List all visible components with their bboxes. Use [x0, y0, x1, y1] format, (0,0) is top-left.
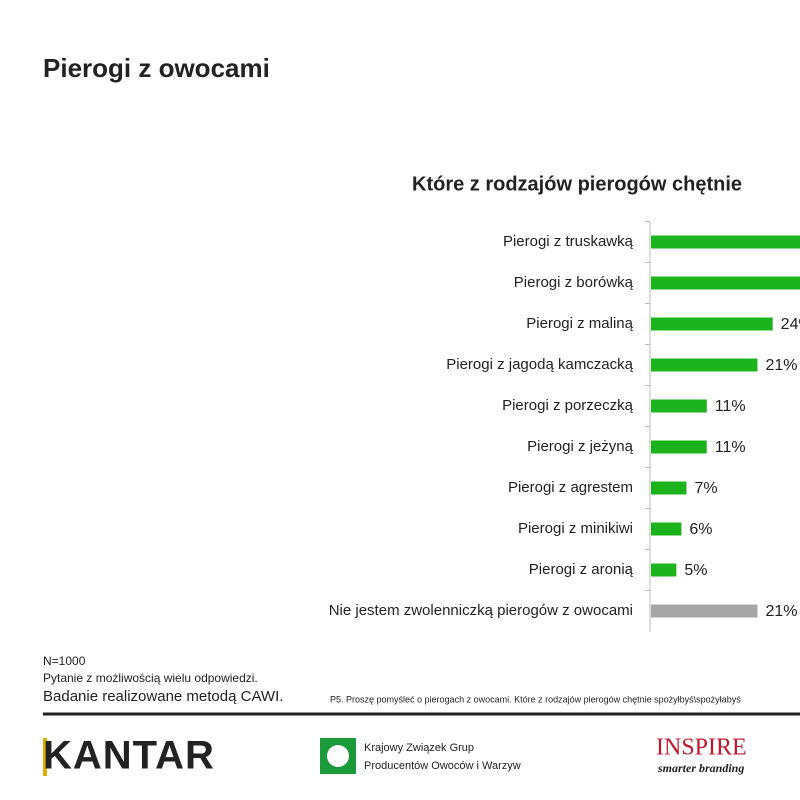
category-label: Pierogi z maliną: [526, 315, 633, 332]
category-label: Pierogi z truskawką: [503, 233, 634, 250]
kzgp-line1: Krajowy Związek Grup: [364, 742, 474, 754]
value-label: 6%: [689, 521, 712, 538]
bar: [651, 604, 758, 618]
category-label: Pierogi z aronią: [529, 561, 634, 578]
bar: [651, 440, 707, 454]
inspire-logo: INSPIRE: [656, 735, 747, 761]
kantar-accent: [43, 738, 47, 776]
category-label: Pierogi z agrestem: [508, 479, 633, 496]
value-label: 11%: [715, 439, 746, 456]
bar: [651, 522, 682, 536]
value-label: 5%: [684, 562, 707, 579]
kzgp-line2: Producentów Owoców i Warzyw: [364, 760, 521, 772]
bar: [651, 563, 677, 577]
category-label: Pierogi z jeżyną: [527, 438, 634, 455]
bar: [651, 317, 773, 331]
category-label: Nie jestem zwolenniczką pierogów z owoca…: [329, 602, 633, 619]
category-label: Pierogi z borówką: [514, 274, 634, 291]
bar: [651, 481, 687, 495]
value-label: 11%: [715, 398, 746, 415]
category-label: Pierogi z porzeczką: [502, 397, 634, 414]
note: Pytanie z możliwością wielu odpowiedzi.: [43, 671, 258, 685]
value-label: 24%: [781, 316, 800, 333]
page-title: Pierogi z owocami: [43, 53, 270, 83]
category-label: Pierogi z jagodą kamczacką: [446, 356, 633, 373]
inspire-tagline: smarter branding: [657, 761, 744, 775]
sample-size: N=1000: [43, 654, 86, 668]
value-label: 21%: [765, 357, 797, 374]
bar: [651, 358, 758, 372]
chart-title: Które z rodzajów pierogów chętnie: [412, 173, 742, 195]
category-label: Pierogi z minikiwi: [518, 520, 633, 537]
kzgp-icon-inner: [327, 745, 349, 767]
bar: [651, 235, 800, 249]
kantar-logo: KANTAR: [43, 734, 215, 778]
bar: [651, 399, 707, 413]
method: Badanie realizowane metodą CAWI.: [43, 688, 283, 705]
question: P5. Proszę pomyśleć o pierogach z owocam…: [330, 694, 741, 704]
bar: [651, 276, 800, 290]
value-label: 7%: [694, 480, 717, 497]
value-label: 21%: [765, 603, 797, 620]
